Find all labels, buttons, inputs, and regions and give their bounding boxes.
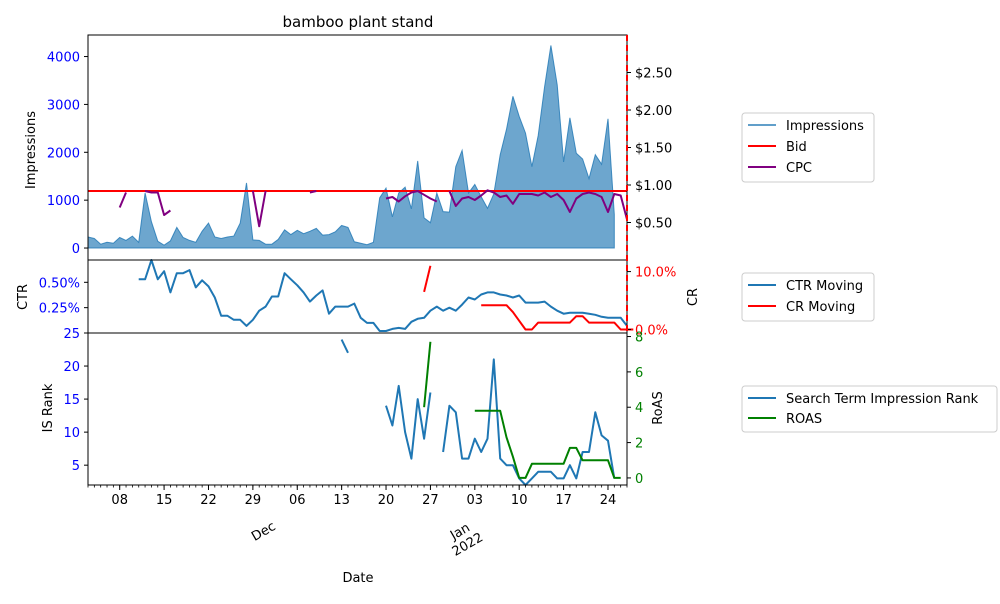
x-tick-label: 24 [600, 493, 617, 508]
impressions-tick-label: 1000 [47, 194, 80, 209]
impressions-tick-label: 0 [72, 242, 80, 257]
price-tick-label: $2.50 [635, 67, 672, 82]
axes-frame-bottom [87, 332, 628, 486]
ctr-moving-line [138, 259, 628, 332]
isrank-line-2 [442, 358, 616, 486]
cpc-line-4 [385, 190, 438, 203]
legend-top: Impressions Bid CPC [741, 112, 875, 183]
cr-moving-line-1 [481, 304, 634, 331]
roas-line-0 [423, 341, 432, 408]
legend-impressions-label: Impressions [786, 119, 864, 134]
cpc-line-5 [448, 189, 628, 220]
isrank-tick-label: 5 [72, 459, 80, 474]
cpc-line-2 [251, 190, 267, 228]
x-tick-label: 22 [200, 493, 217, 508]
roas-tick-label: 4 [635, 401, 643, 416]
x-month-label: Jan2022 [442, 517, 486, 560]
isrank-line-0 [340, 339, 349, 354]
chart-title: bamboo plant stand [283, 13, 434, 31]
legend-roas-label: ROAS [786, 412, 822, 427]
legend-cr-label: CR Moving [786, 300, 855, 315]
price-tick-label: $1.50 [635, 142, 672, 157]
legend-bid-label: Bid [786, 140, 807, 155]
x-tick-label: 06 [289, 493, 306, 508]
cr-moving-line-0 [423, 265, 432, 293]
roas-tick-label: 0 [635, 472, 643, 487]
isrank-tick-label: 15 [63, 393, 80, 408]
x-tick-label: 29 [245, 493, 262, 508]
x-tick-label: 03 [467, 493, 484, 508]
x-tick-label: 27 [422, 493, 439, 508]
impressions-axis-label: Impressions [24, 111, 39, 189]
x-axis-label: Date [342, 571, 373, 586]
roas-tick-label: 2 [635, 437, 643, 452]
x-month-label-line: Dec [249, 519, 278, 545]
x-tick-label: 10 [511, 493, 528, 508]
roas-line-1 [474, 409, 621, 479]
roas-tick-label: 8 [635, 331, 643, 346]
price-tick-label: $0.50 [635, 217, 672, 232]
legend-isrank-label: Search Term Impression Rank [786, 392, 979, 407]
cr-tick-label: 0.0% [635, 324, 668, 339]
impressions-area [87, 45, 615, 249]
legend-middle: CTR Moving CR Moving [741, 272, 875, 322]
isrank-tick-label: 25 [63, 327, 80, 342]
x-month-label: Dec [249, 519, 278, 545]
x-tick-label: 08 [111, 493, 128, 508]
ctr-axis-label: CTR [16, 284, 31, 310]
isrank-tick-label: 10 [63, 426, 80, 441]
isrank-tick-label: 20 [63, 360, 80, 375]
x-tick-label: 15 [156, 493, 173, 508]
cpc-line-3 [309, 190, 317, 194]
impressions-tick-label: 3000 [47, 98, 80, 113]
x-tick-label: 13 [333, 493, 350, 508]
impressions-tick-label: 2000 [47, 146, 80, 161]
roas-axis-label: RoAS [651, 391, 666, 425]
isrank-line-1 [385, 384, 432, 460]
x-tick-label: 17 [555, 493, 572, 508]
impressions-tick-label: 4000 [47, 51, 80, 66]
price-tick-label: $1.00 [635, 179, 672, 194]
price-tick-label: $2.00 [635, 104, 672, 119]
legend-cpc-label: CPC [786, 161, 812, 176]
ctr-tick-label: 0.25% [39, 302, 80, 317]
legend-bottom: Search Term Impression Rank ROAS [741, 385, 998, 433]
ctr-tick-label: 0.50% [39, 276, 80, 291]
cr-tick-label: 10.0% [635, 266, 676, 281]
cr-axis-label: CR [686, 288, 701, 306]
roas-tick-label: 6 [635, 366, 643, 381]
legend-ctr-label: CTR Moving [786, 279, 863, 294]
x-tick-label: 20 [378, 493, 395, 508]
cpc-line-1 [144, 190, 171, 216]
cpc-line-0 [118, 192, 127, 208]
isrank-axis-label: IS Rank [41, 383, 56, 432]
